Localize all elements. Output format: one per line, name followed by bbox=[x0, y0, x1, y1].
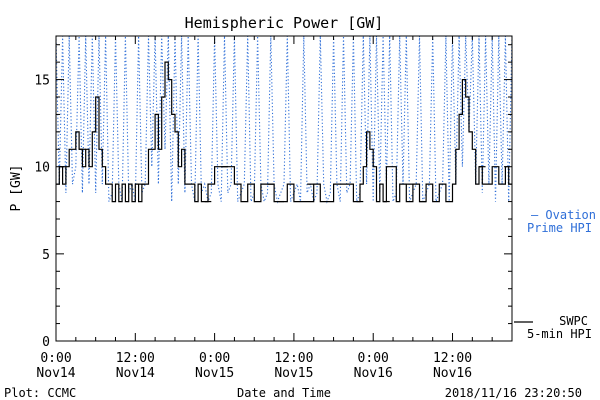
y-tick-label: 5 bbox=[42, 248, 50, 263]
legend-swpc-line1: SWPC bbox=[559, 314, 588, 328]
x-tick-time-label: 0:00 bbox=[358, 351, 389, 366]
x-tick-date-label: Nov14 bbox=[36, 366, 75, 381]
x-tick-time-label: 12:00 bbox=[433, 351, 472, 366]
x-tick-date-label: Nov15 bbox=[195, 366, 234, 381]
y-axis-label: P [GW] bbox=[9, 165, 24, 212]
x-tick-time-label: 0:00 bbox=[199, 351, 230, 366]
plot-frame bbox=[55, 35, 513, 342]
legend-ovation-line2: Prime HPI bbox=[527, 221, 592, 235]
swpc-5min-hpi-line bbox=[56, 61, 512, 203]
legend-swpc-line2: 5-min HPI bbox=[527, 327, 592, 341]
y-axis-ticks: 0 5 10 15 bbox=[34, 44, 512, 350]
x-axis-ticks: 0:00Nov1412:00Nov140:00Nov1512:00Nov150:… bbox=[36, 36, 513, 381]
x-axis-label: Date and Time bbox=[237, 386, 331, 400]
y-tick-label: 10 bbox=[34, 161, 50, 176]
ovation-series-group bbox=[56, 36, 512, 204]
footer-timestamp: 2018/11/16 23:20:50 bbox=[445, 386, 582, 400]
x-tick-time-label: 12:00 bbox=[116, 351, 155, 366]
swpc-series-group bbox=[56, 61, 512, 203]
footer-plot-credit: Plot: CCMC bbox=[4, 386, 76, 400]
x-tick-date-label: Nov16 bbox=[433, 366, 472, 381]
chart-title: Hemispheric Power [GW] bbox=[185, 14, 384, 32]
x-tick-date-label: Nov14 bbox=[116, 366, 155, 381]
y-tick-label: 15 bbox=[34, 74, 50, 89]
y-tick-label: 0 bbox=[42, 335, 50, 350]
x-tick-time-label: 0:00 bbox=[40, 351, 71, 366]
x-tick-date-label: Nov16 bbox=[354, 366, 393, 381]
legend-ovation-line1: — Ovation bbox=[531, 208, 596, 222]
x-tick-time-label: 12:00 bbox=[274, 351, 313, 366]
x-tick-date-label: Nov15 bbox=[274, 366, 313, 381]
ovation-prime-hpi-line bbox=[56, 36, 512, 204]
